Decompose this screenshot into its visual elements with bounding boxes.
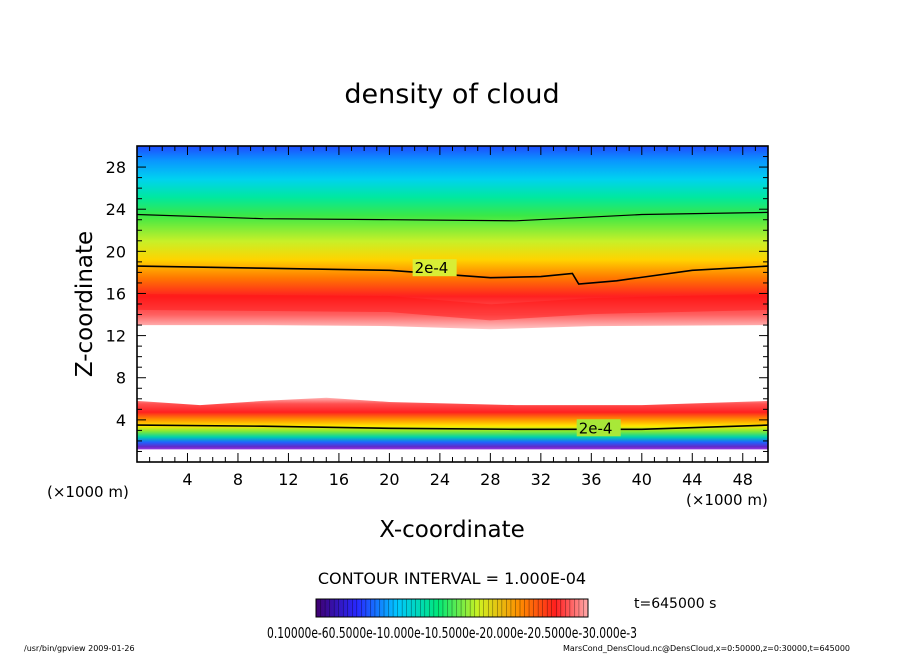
contour-interval-label: CONTOUR INTERVAL = 1.000E-04: [318, 569, 586, 588]
lower-cloud-layer: [137, 397, 768, 450]
y-tick-label: 12: [106, 327, 126, 346]
x-unit-label: (×1000 m): [686, 491, 768, 509]
upper-cloud-layer: [137, 146, 768, 330]
y-axis: 4 8 12 16 20 24 28: [106, 156, 768, 452]
contour-label: 2e-4: [579, 419, 613, 437]
y-tick-label: 8: [116, 369, 126, 388]
peak-density-band: [137, 293, 768, 321]
y-axis-label: Z-coordinate: [72, 231, 98, 377]
x-tick-label: 44: [682, 470, 702, 489]
contour-label-bg: [576, 419, 621, 437]
y-tick-label: 4: [116, 411, 126, 430]
x-tick-label: 32: [531, 470, 551, 489]
x-tick-label: 12: [278, 470, 298, 489]
y-tick-label: 16: [106, 284, 126, 303]
x-axis-label: X-coordinate: [379, 517, 525, 543]
contour-lower-layer-2e-4: [137, 424, 768, 431]
y-tick-label: 24: [106, 200, 126, 219]
x-tick-label: 28: [480, 470, 500, 489]
y-tick-label: 20: [106, 242, 126, 261]
y-tick-label: 28: [106, 158, 126, 177]
contour-label: 2e-4: [415, 259, 449, 277]
x-tick-label: 24: [430, 470, 450, 489]
x-tick-label: 8: [233, 470, 243, 489]
contour-label-bg: [412, 259, 457, 277]
contour-labels: 2e-4 2e-4: [412, 259, 621, 437]
contour-upper-layer-top: [137, 211, 768, 222]
y-unit-label: (×1000 m): [47, 483, 129, 501]
x-tick-label: 40: [632, 470, 652, 489]
footer-left: /usr/bin/gpview 2009-01-26: [24, 644, 135, 653]
colorbar-tick-labels: 0.10000e-60.5000e-10.000e-10.5000e-20.00…: [267, 624, 637, 642]
time-label: t=645000 s: [634, 596, 716, 612]
x-tick-label: 16: [329, 470, 349, 489]
chart-title: density of cloud: [344, 79, 559, 110]
plot-area: [137, 146, 768, 450]
x-tick-label: 20: [379, 470, 399, 489]
colorbar-levels: [320, 599, 584, 617]
x-tick-label: 48: [733, 470, 753, 489]
footer-right: MarsCond_DensCloud.nc@DensCloud,x=0:5000…: [563, 644, 850, 653]
x-axis: 4 8 12 16 20 24 28 32 36 40 44 48: [149, 146, 756, 489]
x-tick-label: 36: [581, 470, 601, 489]
contour-upper-layer-2e-4: [137, 265, 768, 285]
x-tick-label: 4: [182, 470, 192, 489]
